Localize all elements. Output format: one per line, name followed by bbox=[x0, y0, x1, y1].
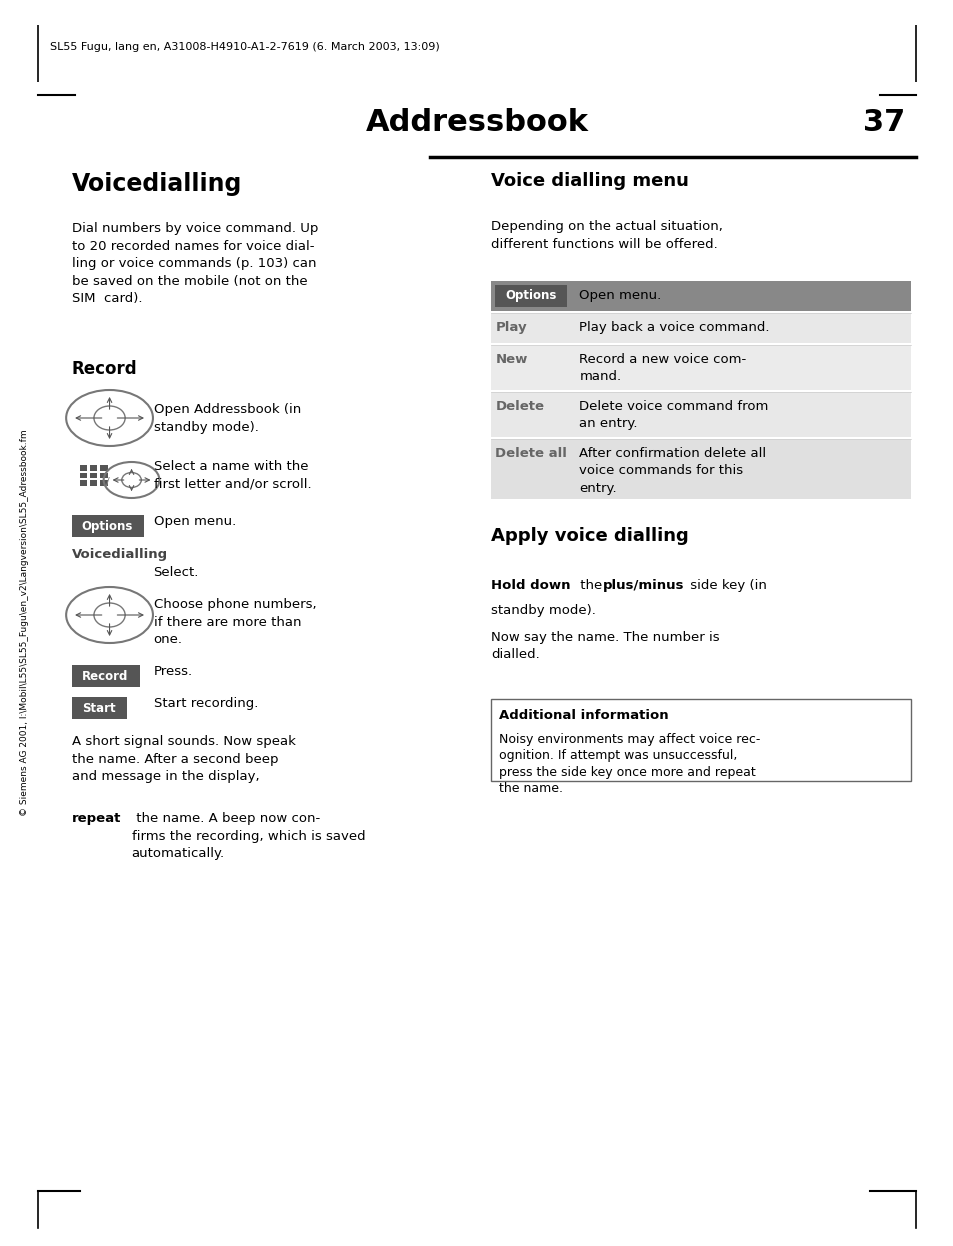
Text: Start: Start bbox=[82, 701, 115, 714]
Text: Voicedialling: Voicedialling bbox=[71, 548, 168, 561]
Text: Start recording.: Start recording. bbox=[153, 697, 257, 710]
Text: Select a name with the
first letter and/or scroll.: Select a name with the first letter and/… bbox=[153, 460, 311, 491]
Text: After confirmation delete all
voice commands for this
entry.: After confirmation delete all voice comm… bbox=[578, 447, 765, 495]
Bar bbox=[491, 313, 910, 343]
Bar bbox=[71, 515, 143, 537]
Text: Delete: Delete bbox=[495, 400, 544, 412]
Text: Voice dialling menu: Voice dialling menu bbox=[491, 172, 688, 189]
Text: Depending on the actual situation,
different functions will be offered.: Depending on the actual situation, diffe… bbox=[491, 221, 722, 250]
Text: Now say the name. The number is
dialled.: Now say the name. The number is dialled. bbox=[491, 630, 720, 662]
Text: Noisy environments may affect voice rec-
ognition. If attempt was unsuccessful,
: Noisy environments may affect voice rec-… bbox=[498, 733, 760, 795]
Text: © Siemens AG 2001, I:\Mobil\L55\SL55_Fugu\en_v2\Langversion\SL55_Adressbook.fm: © Siemens AG 2001, I:\Mobil\L55\SL55_Fug… bbox=[20, 430, 30, 816]
Text: Voicedialling: Voicedialling bbox=[71, 172, 242, 196]
Text: Hold down: Hold down bbox=[491, 579, 570, 592]
Bar bbox=[491, 439, 910, 498]
Bar bbox=[79, 481, 87, 486]
Text: standby mode).: standby mode). bbox=[491, 604, 596, 618]
Text: side key (in: side key (in bbox=[685, 579, 766, 592]
Text: Press.: Press. bbox=[153, 665, 193, 678]
Text: Apply voice dialling: Apply voice dialling bbox=[491, 527, 688, 545]
Text: Options: Options bbox=[505, 289, 557, 303]
Text: A short signal sounds. Now speak
the name. After a second beep
and message in th: A short signal sounds. Now speak the nam… bbox=[71, 735, 295, 782]
Bar bbox=[100, 472, 108, 478]
Text: Additional information: Additional information bbox=[498, 709, 668, 721]
Text: plus/minus: plus/minus bbox=[602, 579, 684, 592]
Text: 37: 37 bbox=[862, 108, 904, 137]
Text: Addressbook: Addressbook bbox=[365, 108, 588, 137]
Bar bbox=[495, 285, 567, 307]
Text: SL55 Fugu, lang en, A31008-H4910-A1-2-7619 (6. March 2003, 13:09): SL55 Fugu, lang en, A31008-H4910-A1-2-76… bbox=[50, 42, 439, 52]
Text: /: / bbox=[106, 477, 110, 487]
Bar bbox=[100, 481, 108, 486]
Text: Open menu.: Open menu. bbox=[578, 289, 660, 302]
Bar bbox=[90, 472, 97, 478]
Bar bbox=[491, 699, 910, 781]
Text: Dial numbers by voice command. Up
to 20 recorded names for voice dial-
ling or v: Dial numbers by voice command. Up to 20 … bbox=[71, 222, 317, 305]
Text: Options: Options bbox=[82, 520, 133, 532]
Text: Record: Record bbox=[71, 360, 137, 378]
Text: Select.: Select. bbox=[153, 566, 199, 579]
Bar bbox=[491, 282, 910, 312]
Text: the name. A beep now con-
firms the recording, which is saved
automatically.: the name. A beep now con- firms the reco… bbox=[132, 812, 365, 860]
Bar bbox=[491, 392, 910, 437]
Bar bbox=[71, 697, 127, 719]
Text: Record: Record bbox=[82, 669, 129, 683]
Bar bbox=[491, 345, 910, 390]
Text: New: New bbox=[495, 353, 527, 366]
Text: the: the bbox=[576, 579, 606, 592]
Text: Play: Play bbox=[495, 320, 526, 334]
Bar bbox=[79, 472, 87, 478]
Bar bbox=[90, 465, 97, 471]
Text: Choose phone numbers,
if there are more than
one.: Choose phone numbers, if there are more … bbox=[153, 598, 315, 645]
Text: repeat: repeat bbox=[71, 812, 121, 825]
Bar bbox=[79, 465, 87, 471]
Bar bbox=[100, 465, 108, 471]
Text: Open Addressbook (in
standby mode).: Open Addressbook (in standby mode). bbox=[153, 402, 300, 434]
Text: Open menu.: Open menu. bbox=[153, 515, 235, 528]
Text: Play back a voice command.: Play back a voice command. bbox=[578, 320, 769, 334]
Text: Delete voice command from
an entry.: Delete voice command from an entry. bbox=[578, 400, 768, 431]
Bar bbox=[90, 481, 97, 486]
Bar bbox=[71, 665, 139, 687]
Text: Record a new voice com-
mand.: Record a new voice com- mand. bbox=[578, 353, 746, 384]
Text: Delete all: Delete all bbox=[495, 447, 567, 460]
